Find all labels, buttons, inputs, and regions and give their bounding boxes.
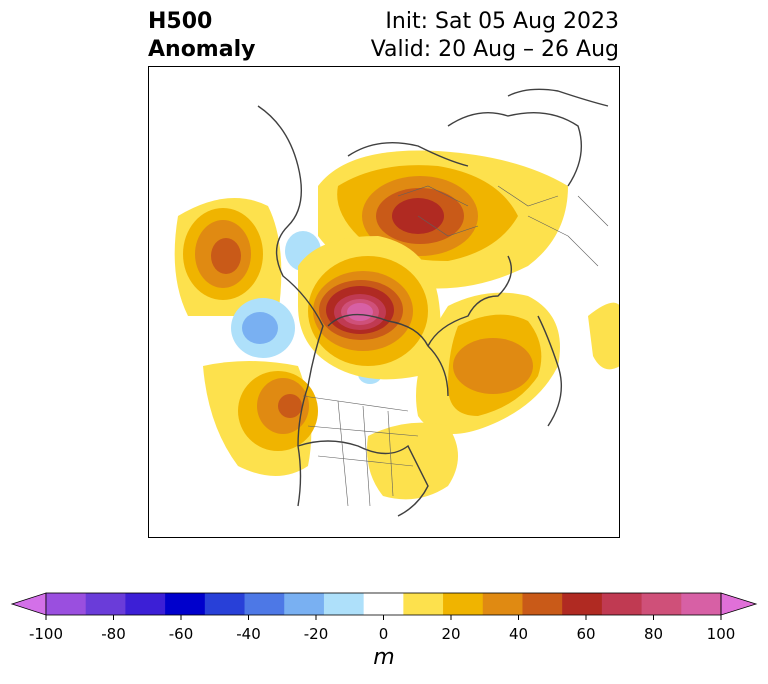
colorbar-tick-label: 0 [378, 625, 389, 643]
colorbar-box [204, 593, 246, 615]
colorbar-box [284, 593, 325, 615]
chart-title-right: Init: Sat 05 Aug 2023 Valid: 20 Aug – 26… [371, 8, 619, 64]
colorbar-tick-label: -40 [236, 625, 261, 643]
colorbar-box [562, 593, 603, 615]
anomaly-eastern-na [367, 422, 458, 500]
map-frame [148, 66, 620, 538]
coastlines [257, 88, 609, 517]
colorbar-box [165, 593, 206, 615]
colorbar-units: m [373, 645, 395, 670]
colorbar-box [85, 593, 126, 615]
political-borders [302, 185, 609, 507]
anomaly-europe [416, 292, 560, 434]
colorbar-box [323, 593, 365, 615]
valid-range: Valid: 20 Aug – 26 Aug [370, 37, 619, 62]
colorbar-box [681, 593, 722, 615]
colorbar [10, 592, 758, 620]
anomaly-west-pacific [174, 198, 282, 316]
colorbar-box [125, 593, 166, 615]
colorbar-tick-label: 80 [643, 625, 664, 643]
colorbar-box [522, 593, 563, 615]
colorbar-box [641, 593, 682, 615]
colorbar-box [46, 593, 87, 615]
chart-title-left: H500 Anomaly [148, 8, 255, 64]
colorbar-extend-max [720, 592, 758, 616]
colorbar-box [403, 593, 444, 615]
title-line1: H500 [148, 9, 213, 34]
colorbar-tick-label: -20 [303, 625, 329, 643]
colorbar-tick-label: 40 [508, 625, 529, 643]
colorbar-box [482, 593, 523, 615]
init-date: Init: Sat 05 Aug 2023 [385, 9, 619, 34]
anomaly-map [148, 66, 620, 538]
colorbar-tick-label: 20 [441, 625, 461, 643]
colorbar-box [244, 593, 285, 615]
colorbar-box [363, 593, 404, 615]
colorbar-tick-label: -60 [168, 625, 194, 643]
colorbar-tick-label: 100 [706, 625, 736, 643]
colorbar-tick-label: -100 [28, 625, 64, 643]
anomaly-polar-max [298, 236, 441, 380]
anomaly-negative-pacific [231, 298, 295, 358]
colorbar-box [443, 593, 484, 615]
title-line2: Anomaly [148, 37, 256, 62]
colorbar-tick-label: -80 [101, 625, 126, 643]
anomaly-far-east [588, 302, 620, 370]
colorbar-box [601, 593, 643, 615]
colorbar-tick-label: 60 [576, 625, 596, 643]
colorbar-extend-min [10, 592, 47, 616]
